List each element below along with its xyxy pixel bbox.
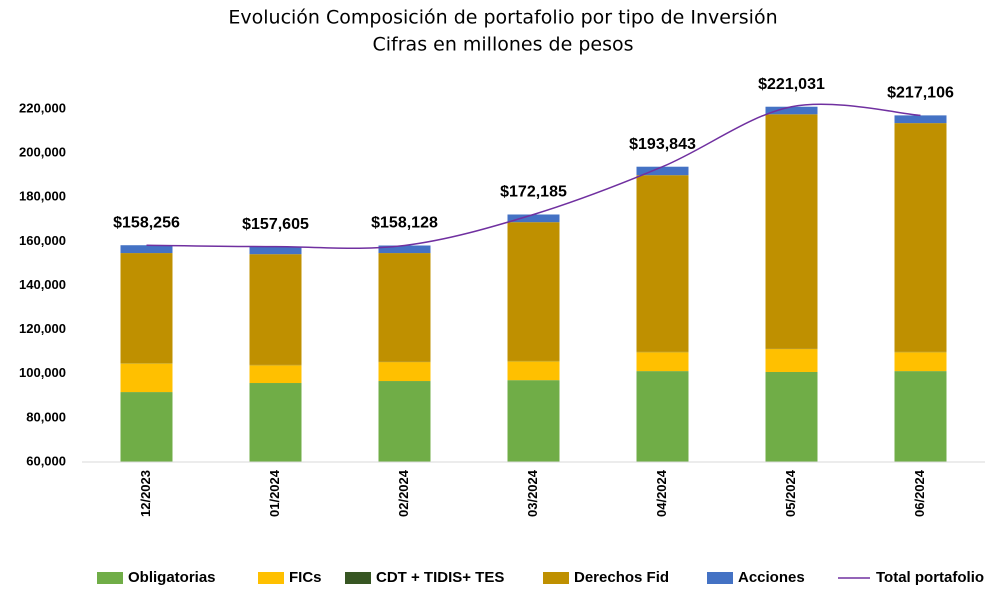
legend-label: Derechos Fid: [574, 569, 669, 586]
bar-segment: [120, 363, 173, 393]
bar-segment: [765, 371, 818, 462]
bar-segment: [378, 253, 431, 362]
bar-segment: [765, 106, 818, 115]
bar-segment: [636, 352, 689, 372]
legend-swatch: [258, 572, 284, 584]
y-tick-label: 220,000: [19, 100, 66, 115]
y-tick-label: 80,000: [26, 409, 66, 424]
y-tick-label: 140,000: [19, 277, 66, 292]
data-label: $221,031: [758, 76, 825, 93]
chart-title: Evolución Composición de portafolio por …: [228, 7, 777, 29]
bar-segment: [249, 254, 302, 365]
y-tick-label: 120,000: [19, 321, 66, 336]
x-tick-label: 05/2024: [783, 469, 798, 517]
bar-segment: [765, 114, 818, 349]
x-tick-label: 12/2023: [138, 470, 153, 517]
data-label: $158,128: [371, 215, 438, 232]
legend-swatch: [345, 572, 371, 584]
x-tick-label: 03/2024: [525, 469, 540, 517]
data-label: $193,843: [629, 136, 696, 153]
data-label: $157,605: [242, 216, 309, 233]
bar-segment: [120, 245, 173, 254]
data-label: $158,256: [113, 214, 180, 231]
y-tick-label: 160,000: [19, 233, 66, 248]
x-tick-label: 02/2024: [396, 469, 411, 517]
bar-segment: [894, 123, 947, 352]
bar-segment: [894, 352, 947, 372]
bar-segment: [636, 166, 689, 176]
bar-segment: [507, 214, 560, 223]
bar-segment: [507, 222, 560, 361]
bar-segment: [636, 175, 689, 352]
x-tick-label: 04/2024: [654, 469, 669, 517]
data-label: $217,106: [887, 85, 954, 102]
bar-segment: [249, 383, 302, 462]
legend-swatch: [707, 572, 733, 584]
bar-segment: [507, 361, 560, 381]
x-tick-label: 06/2024: [912, 469, 927, 517]
legend-label: Total portafolio: [876, 569, 984, 586]
bar-segment: [378, 362, 431, 382]
legend-swatch: [97, 572, 123, 584]
chart-subtitle: Cifras en millones de pesos: [373, 34, 634, 56]
bar-segment: [894, 371, 947, 462]
bar-segment: [378, 381, 431, 462]
legend-label: CDT + TIDIS+ TES: [376, 569, 504, 586]
legend-label: Acciones: [738, 569, 805, 586]
legend-swatch: [543, 572, 569, 584]
y-tick-label: 180,000: [19, 189, 66, 204]
bar-segment: [120, 392, 173, 462]
bar-segment: [765, 349, 818, 372]
y-tick-label: 100,000: [19, 365, 66, 380]
bar-segment: [636, 371, 689, 462]
bar-segment: [249, 246, 302, 255]
bar-segment: [120, 253, 173, 364]
legend-label: Obligatorias: [128, 569, 216, 586]
bar-segment: [249, 365, 302, 384]
total-line: [146, 103, 921, 249]
bar-segment: [507, 380, 560, 462]
y-tick-label: 60,000: [26, 453, 66, 468]
legend-label: FICs: [289, 569, 322, 586]
y-tick-label: 200,000: [19, 145, 66, 160]
x-tick-label: 01/2024: [267, 469, 282, 517]
bar-segment: [378, 245, 431, 254]
data-label: $172,185: [500, 184, 567, 201]
bar-segment: [894, 115, 947, 124]
